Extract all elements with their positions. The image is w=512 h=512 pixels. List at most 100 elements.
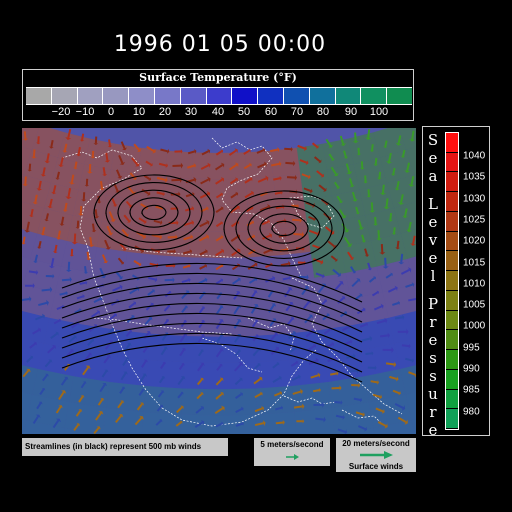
temperature-cell — [182, 362, 219, 390]
temperature-cell — [146, 359, 184, 389]
wind-arrow — [44, 213, 49, 222]
coastline-segment — [61, 149, 163, 409]
wind-arrow — [275, 419, 285, 426]
wind-arrow — [382, 257, 389, 269]
wind-arrow — [391, 227, 397, 235]
pressure-tick-label: 985 — [463, 384, 480, 396]
wind-arrow — [200, 176, 211, 185]
wind-arrow — [284, 146, 293, 152]
wind-arrow — [36, 136, 41, 145]
wind-arrow — [235, 406, 244, 414]
wind-arrow — [22, 176, 29, 187]
temperature-cell — [113, 329, 151, 360]
temperature-cell — [411, 419, 416, 434]
temperature-cell — [30, 233, 67, 267]
temperature-cell — [364, 369, 406, 403]
wind-arrow — [257, 161, 267, 169]
streamline — [61, 342, 363, 383]
wind-arrow — [361, 335, 373, 342]
wind-arrow — [97, 398, 105, 406]
wind-arrow — [107, 327, 115, 335]
temperature-cell — [110, 143, 142, 174]
wind-arrow — [119, 386, 126, 394]
wind-arrow — [115, 271, 123, 280]
wind-arrow — [254, 391, 263, 399]
wind-arrow — [26, 355, 34, 363]
wind-arrow — [24, 221, 31, 233]
wind-arrow — [65, 188, 72, 200]
surface-winds-label: Surface winds — [348, 462, 404, 471]
sea-level-pressure-title-letter: s — [429, 367, 437, 385]
wind-arrow — [182, 263, 191, 269]
wind-arrow — [270, 332, 279, 341]
wind-arrow — [386, 152, 393, 164]
temperature-tick-label: 0 — [107, 106, 115, 118]
temperature-cell — [399, 128, 416, 150]
wind-arrow — [160, 148, 170, 154]
wind-arrow — [367, 365, 377, 371]
wind-arrow — [379, 332, 391, 339]
wind-arrow — [198, 277, 208, 285]
temperature-cell — [22, 174, 52, 209]
wind-arrow — [138, 388, 145, 396]
wind-arrow — [292, 217, 302, 224]
wind-arrow — [59, 290, 68, 296]
pressure-color-swatch — [446, 172, 458, 193]
wind-arrow — [33, 254, 39, 263]
wind-arrow — [400, 267, 412, 275]
wind-arrow — [256, 147, 266, 154]
sea-level-pressure-title-letter: L — [428, 195, 438, 213]
streamline — [141, 204, 167, 221]
temperature-tick-label: 60 — [264, 106, 278, 118]
temperature-cell — [63, 427, 103, 434]
streamline — [61, 322, 363, 363]
wind-arrow — [113, 183, 121, 193]
temperature-cell — [219, 178, 248, 206]
map-timestamp-title: 1996 01 05 00:00 — [113, 32, 327, 57]
wind-arrow — [55, 405, 63, 414]
wind-arrow — [40, 226, 46, 236]
wind-arrow — [389, 375, 399, 382]
wind-arrow — [106, 225, 114, 236]
wind-arrow — [286, 174, 298, 181]
wind-arrow — [101, 369, 109, 378]
wind-arrow — [81, 192, 87, 202]
wind-arrow — [84, 178, 90, 187]
wind-arrow — [301, 173, 311, 180]
wind-arrow — [285, 160, 296, 167]
wind-arrow — [404, 162, 411, 173]
pressure-color-swatch — [446, 133, 458, 153]
wind-arrow — [398, 253, 405, 265]
streamline — [259, 213, 309, 244]
wind-arrow — [215, 248, 224, 257]
temperature-cell — [22, 128, 39, 150]
sea-level-pressure-title-letter: e — [428, 331, 438, 349]
temperature-cell — [365, 208, 401, 242]
wind-arrow — [228, 148, 238, 156]
streamlines-note: Streamlines (in black) represent 500 mb … — [22, 438, 228, 456]
wind-arrow — [254, 420, 266, 427]
wind-arrow — [261, 219, 270, 226]
wind-arrow — [215, 421, 224, 428]
wind-arrow — [134, 415, 144, 426]
wind-arrow — [52, 244, 58, 254]
wind-arrow — [36, 401, 43, 410]
wind-arrow — [330, 255, 338, 262]
wind-arrow — [273, 175, 282, 181]
wind-arrow — [197, 362, 205, 372]
wind-arrow — [351, 278, 361, 288]
wind-arrow — [303, 187, 313, 194]
temperature-tick-label: 80 — [316, 106, 330, 118]
temperature-color-swatch — [51, 88, 78, 104]
wind-arrow — [254, 405, 265, 413]
sea-level-pressure-title-letter: e — [428, 249, 438, 267]
wind-arrow — [25, 283, 35, 289]
wind-arrow — [369, 202, 376, 213]
wind-arrow — [270, 147, 280, 153]
wind-arrow — [177, 376, 186, 386]
temperature-cell — [22, 284, 56, 318]
wind-arrow — [409, 130, 416, 142]
pressure-color-swatch — [446, 350, 458, 370]
temperature-cell — [219, 257, 251, 285]
wind-arrow — [316, 170, 325, 178]
